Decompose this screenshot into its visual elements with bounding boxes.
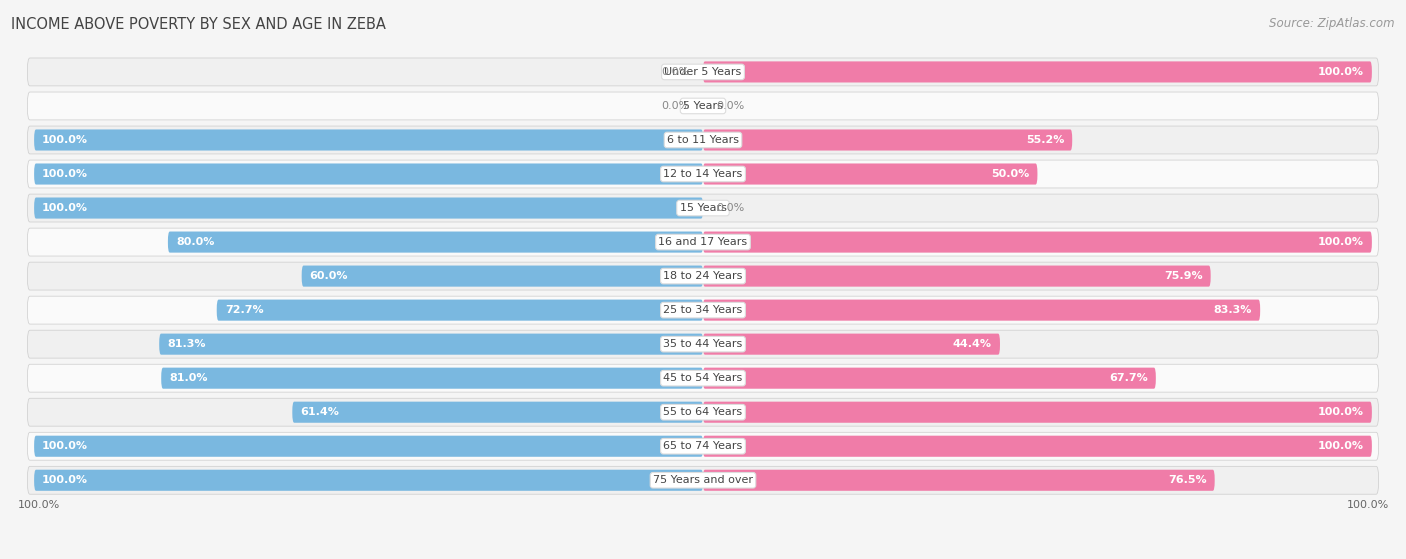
- FancyBboxPatch shape: [28, 262, 1378, 290]
- FancyBboxPatch shape: [703, 402, 1372, 423]
- FancyBboxPatch shape: [703, 61, 1372, 83]
- FancyBboxPatch shape: [28, 432, 1378, 460]
- Text: 81.0%: 81.0%: [169, 373, 208, 383]
- Text: 0.0%: 0.0%: [717, 203, 745, 213]
- Text: 55.2%: 55.2%: [1026, 135, 1064, 145]
- Text: 100.0%: 100.0%: [1317, 237, 1364, 247]
- Text: 0.0%: 0.0%: [661, 101, 689, 111]
- Text: 100.0%: 100.0%: [1317, 67, 1364, 77]
- FancyBboxPatch shape: [28, 296, 1378, 324]
- FancyBboxPatch shape: [703, 334, 1000, 355]
- Text: 6 to 11 Years: 6 to 11 Years: [666, 135, 740, 145]
- FancyBboxPatch shape: [34, 470, 703, 491]
- FancyBboxPatch shape: [28, 58, 1378, 86]
- FancyBboxPatch shape: [217, 300, 703, 321]
- FancyBboxPatch shape: [703, 300, 1260, 321]
- Text: Under 5 Years: Under 5 Years: [665, 67, 741, 77]
- FancyBboxPatch shape: [162, 368, 703, 389]
- Text: 25 to 34 Years: 25 to 34 Years: [664, 305, 742, 315]
- Text: 75 Years and over: 75 Years and over: [652, 475, 754, 485]
- Text: 61.4%: 61.4%: [301, 407, 339, 417]
- FancyBboxPatch shape: [703, 266, 1211, 287]
- Text: 83.3%: 83.3%: [1213, 305, 1253, 315]
- FancyBboxPatch shape: [34, 130, 703, 150]
- FancyBboxPatch shape: [159, 334, 703, 355]
- Text: 44.4%: 44.4%: [953, 339, 993, 349]
- FancyBboxPatch shape: [28, 126, 1378, 154]
- Text: 65 to 74 Years: 65 to 74 Years: [664, 441, 742, 451]
- Text: 35 to 44 Years: 35 to 44 Years: [664, 339, 742, 349]
- Text: INCOME ABOVE POVERTY BY SEX AND AGE IN ZEBA: INCOME ABOVE POVERTY BY SEX AND AGE IN Z…: [11, 17, 387, 32]
- FancyBboxPatch shape: [28, 228, 1378, 256]
- Text: 100.0%: 100.0%: [1317, 407, 1364, 417]
- FancyBboxPatch shape: [703, 231, 1372, 253]
- Text: 100.0%: 100.0%: [17, 500, 59, 510]
- FancyBboxPatch shape: [703, 435, 1372, 457]
- FancyBboxPatch shape: [28, 330, 1378, 358]
- FancyBboxPatch shape: [703, 130, 1073, 150]
- Text: 76.5%: 76.5%: [1168, 475, 1206, 485]
- Text: 100.0%: 100.0%: [1317, 441, 1364, 451]
- FancyBboxPatch shape: [28, 160, 1378, 188]
- FancyBboxPatch shape: [292, 402, 703, 423]
- Text: 55 to 64 Years: 55 to 64 Years: [664, 407, 742, 417]
- FancyBboxPatch shape: [703, 368, 1156, 389]
- FancyBboxPatch shape: [28, 466, 1378, 494]
- Text: 0.0%: 0.0%: [661, 67, 689, 77]
- Text: 100.0%: 100.0%: [42, 441, 89, 451]
- Text: 45 to 54 Years: 45 to 54 Years: [664, 373, 742, 383]
- Text: 50.0%: 50.0%: [991, 169, 1029, 179]
- Text: 18 to 24 Years: 18 to 24 Years: [664, 271, 742, 281]
- Text: 67.7%: 67.7%: [1109, 373, 1147, 383]
- FancyBboxPatch shape: [34, 435, 703, 457]
- FancyBboxPatch shape: [34, 197, 703, 219]
- Text: 16 and 17 Years: 16 and 17 Years: [658, 237, 748, 247]
- Text: 100.0%: 100.0%: [42, 203, 89, 213]
- Text: 80.0%: 80.0%: [176, 237, 214, 247]
- FancyBboxPatch shape: [302, 266, 703, 287]
- Text: 72.7%: 72.7%: [225, 305, 263, 315]
- FancyBboxPatch shape: [28, 92, 1378, 120]
- FancyBboxPatch shape: [703, 470, 1215, 491]
- Text: 0.0%: 0.0%: [717, 101, 745, 111]
- FancyBboxPatch shape: [34, 163, 703, 184]
- Text: 100.0%: 100.0%: [42, 135, 89, 145]
- Text: 81.3%: 81.3%: [167, 339, 205, 349]
- Text: 100.0%: 100.0%: [42, 475, 89, 485]
- Text: 100.0%: 100.0%: [42, 169, 89, 179]
- FancyBboxPatch shape: [28, 194, 1378, 222]
- FancyBboxPatch shape: [28, 364, 1378, 392]
- Text: Source: ZipAtlas.com: Source: ZipAtlas.com: [1270, 17, 1395, 30]
- Text: 5 Years: 5 Years: [683, 101, 723, 111]
- FancyBboxPatch shape: [28, 398, 1378, 426]
- Text: 15 Years: 15 Years: [679, 203, 727, 213]
- Text: 100.0%: 100.0%: [1347, 500, 1389, 510]
- Text: 12 to 14 Years: 12 to 14 Years: [664, 169, 742, 179]
- Text: 60.0%: 60.0%: [309, 271, 349, 281]
- FancyBboxPatch shape: [703, 163, 1038, 184]
- FancyBboxPatch shape: [167, 231, 703, 253]
- Text: 75.9%: 75.9%: [1164, 271, 1202, 281]
